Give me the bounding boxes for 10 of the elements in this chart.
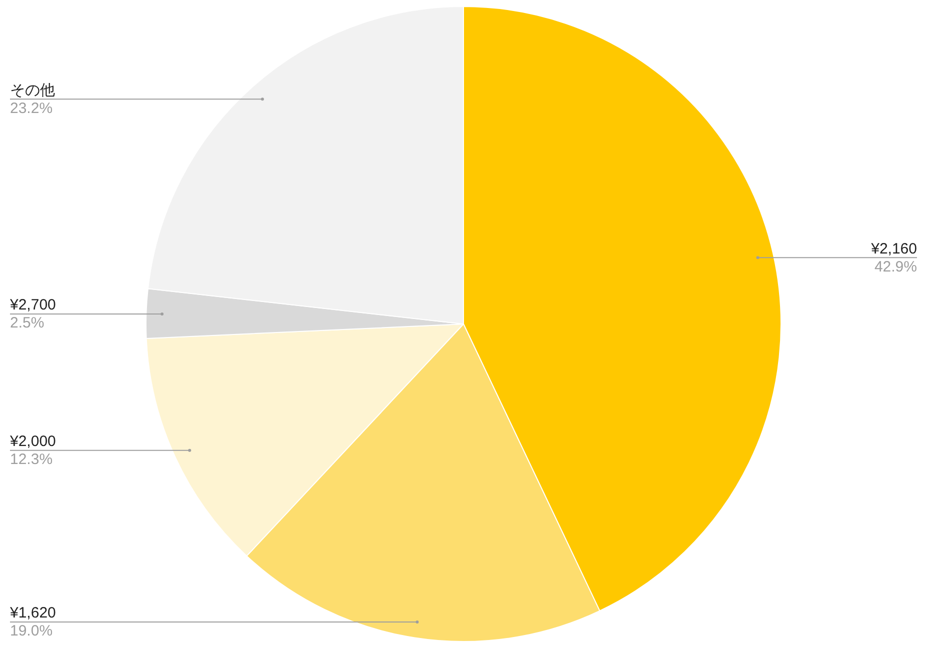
slice-label: ¥2,160 — [870, 240, 917, 258]
slice-label: その他 — [10, 82, 55, 99]
slice-label: ¥2,700 — [9, 296, 56, 314]
slice-label: ¥2,000 — [9, 433, 56, 450]
data-label: 2.5% — [10, 314, 44, 332]
data-label: 19.0% — [10, 622, 53, 640]
data-label: 42.9% — [874, 258, 917, 276]
data-label: 23.2% — [10, 100, 53, 117]
data-label: 12.3% — [10, 451, 53, 468]
slice-label: ¥1,620 — [9, 604, 56, 622]
